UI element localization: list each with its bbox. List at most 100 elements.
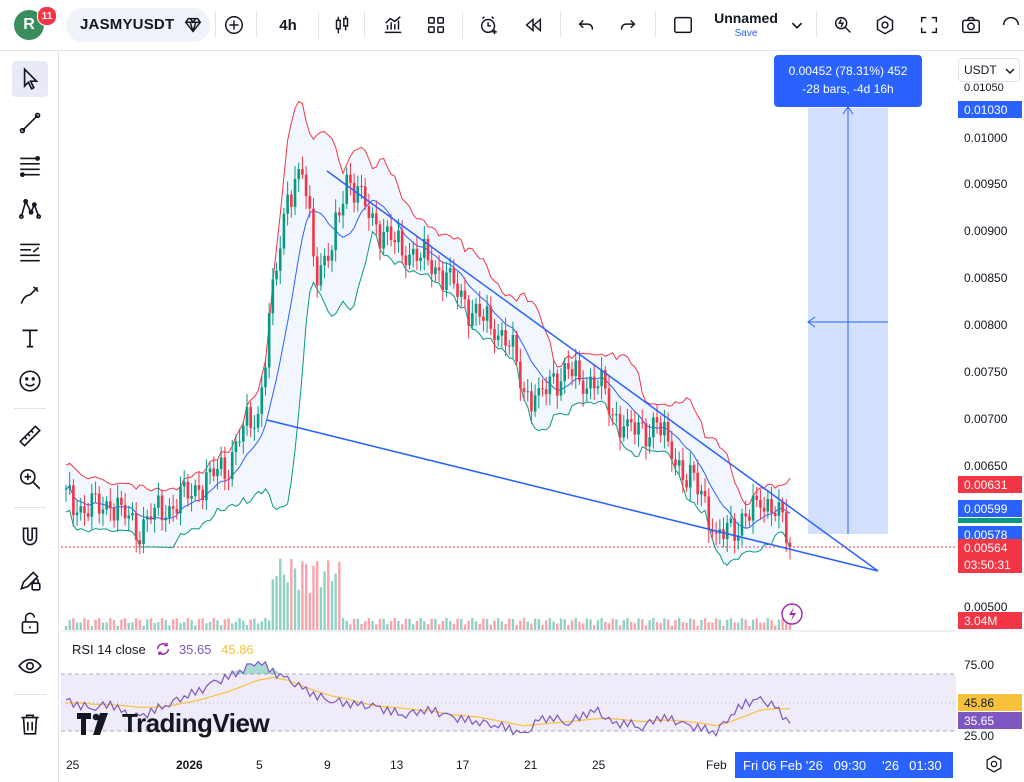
text-tool[interactable] <box>12 320 48 356</box>
brush-tool[interactable] <box>12 277 48 313</box>
volume-bar <box>349 624 352 630</box>
ruler-tool[interactable] <box>12 418 48 454</box>
undo-icon[interactable] <box>572 8 600 42</box>
trend-line-upper[interactable] <box>326 170 879 572</box>
layout-icon[interactable] <box>668 8 698 42</box>
pattern-tool[interactable] <box>12 191 48 227</box>
volume-bar <box>460 618 463 630</box>
volume-bar <box>644 625 648 630</box>
price-chart[interactable] <box>61 51 956 751</box>
templates-icon[interactable] <box>422 8 450 42</box>
volume-bar <box>367 618 371 630</box>
candle <box>86 513 90 517</box>
volume-bar <box>663 618 666 630</box>
candle <box>485 306 489 321</box>
publish-icon[interactable] <box>998 8 1024 42</box>
layout-name[interactable]: Unnamed <box>714 10 778 26</box>
rsi-value-tag: 35.65 <box>958 712 1022 729</box>
projection-tool[interactable] <box>12 234 48 270</box>
trash-tool[interactable] <box>12 706 48 742</box>
volume-bar <box>508 618 511 630</box>
add-symbol-icon[interactable] <box>220 8 248 42</box>
symbol-search-button[interactable] <box>66 8 210 42</box>
lock-draw-tool[interactable] <box>12 562 48 598</box>
bollinger-fill <box>66 101 790 566</box>
currency-selector[interactable]: USDT <box>958 58 1020 82</box>
volume-bar <box>633 623 637 630</box>
candle <box>703 490 707 497</box>
volume-bar <box>596 620 600 630</box>
quick-search-icon[interactable] <box>828 8 858 42</box>
settings-icon[interactable] <box>870 8 900 42</box>
volume-bar <box>83 618 86 630</box>
candle <box>589 376 592 389</box>
volume-bar <box>404 618 408 630</box>
zoom-tool[interactable] <box>12 461 48 497</box>
trend-line-lower[interactable] <box>266 419 879 572</box>
candle <box>493 328 496 341</box>
cursor-tool[interactable] <box>12 61 48 97</box>
candle <box>755 495 759 500</box>
emoji-tool[interactable] <box>12 363 48 399</box>
volume-bar <box>190 620 193 630</box>
volume-bar <box>448 621 452 630</box>
volume-bar <box>677 618 681 630</box>
candle <box>600 369 603 387</box>
interval-button[interactable]: 4h <box>279 16 297 34</box>
candle <box>592 376 596 389</box>
volume-bar <box>116 625 119 630</box>
trend-line-tool[interactable] <box>12 105 48 141</box>
fullscreen-icon[interactable] <box>914 8 944 42</box>
save-link[interactable]: Save <box>734 28 758 39</box>
candle <box>437 267 441 271</box>
volume-bar <box>548 618 552 630</box>
eye-tool[interactable] <box>12 648 48 684</box>
measure-line-1: 0.00452 (78.31%) 452 <box>788 64 908 78</box>
volume-bar <box>364 621 367 630</box>
candle <box>785 512 788 543</box>
axis-settings-icon[interactable] <box>984 754 1004 779</box>
lock-tool[interactable] <box>12 605 48 641</box>
candle <box>308 196 312 209</box>
volume-bar <box>722 625 725 630</box>
volume-bar <box>537 619 541 630</box>
volume-bar <box>164 620 167 630</box>
volume-bar <box>471 618 474 630</box>
indicators-icon[interactable] <box>378 8 408 42</box>
volume-bar <box>441 620 444 630</box>
alert-icon[interactable] <box>474 8 504 42</box>
magnet-tool[interactable] <box>12 519 48 555</box>
candle <box>131 513 134 516</box>
candle <box>293 179 297 207</box>
candle <box>315 256 319 286</box>
volume-bar <box>493 620 496 630</box>
volume-bar <box>94 619 97 630</box>
replay-icon[interactable] <box>518 8 548 42</box>
candle <box>411 248 415 255</box>
snapshot-icon[interactable] <box>956 8 986 42</box>
candle <box>94 493 97 495</box>
redo-icon[interactable] <box>614 8 642 42</box>
candle <box>79 506 83 513</box>
candle <box>652 417 655 438</box>
candle <box>496 335 500 341</box>
candle <box>515 334 518 362</box>
rsi-refresh-icon[interactable] <box>155 641 171 660</box>
volume-bar <box>264 618 267 630</box>
volume-bar <box>282 574 286 630</box>
rsi-legend[interactable]: RSI 14 close 35.65 45.86 <box>72 641 254 660</box>
chevron-down-icon[interactable] <box>786 8 808 42</box>
candles-icon[interactable] <box>328 8 356 42</box>
candle <box>371 213 374 218</box>
time-label: 21 <box>524 758 538 772</box>
diamond-icon[interactable] <box>178 8 208 42</box>
candle <box>637 422 640 435</box>
price-label: 0.00500 <box>964 600 1008 614</box>
candle <box>219 457 223 469</box>
volume-bar <box>216 620 219 630</box>
volume-bar <box>109 618 112 630</box>
candle <box>326 255 330 261</box>
volume-bar <box>415 620 419 630</box>
fib-tool[interactable] <box>12 148 48 184</box>
candle <box>663 421 666 436</box>
